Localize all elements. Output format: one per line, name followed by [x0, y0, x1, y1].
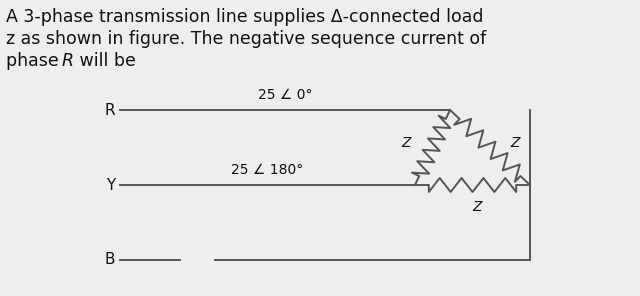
- Text: Z: Z: [401, 136, 410, 149]
- Text: phase: phase: [6, 52, 64, 70]
- Text: will be: will be: [74, 52, 136, 70]
- Text: 25 ∠ 180°: 25 ∠ 180°: [232, 163, 303, 177]
- Text: B: B: [104, 252, 115, 268]
- Text: 25 ∠ 0°: 25 ∠ 0°: [258, 88, 312, 102]
- Text: Y: Y: [106, 178, 115, 192]
- Text: Z: Z: [510, 136, 520, 149]
- Text: R: R: [62, 52, 74, 70]
- Text: z as shown in figure. The negative sequence current of: z as shown in figure. The negative seque…: [6, 30, 486, 48]
- Text: A 3-phase transmission line supplies Δ-connected load: A 3-phase transmission line supplies Δ-c…: [6, 8, 483, 26]
- Text: Z: Z: [473, 200, 483, 214]
- Text: R: R: [104, 102, 115, 118]
